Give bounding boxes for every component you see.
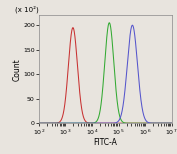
Y-axis label: Count: Count: [13, 58, 22, 81]
Text: (x 10²): (x 10²): [15, 6, 39, 13]
X-axis label: FITC-A: FITC-A: [93, 138, 117, 147]
